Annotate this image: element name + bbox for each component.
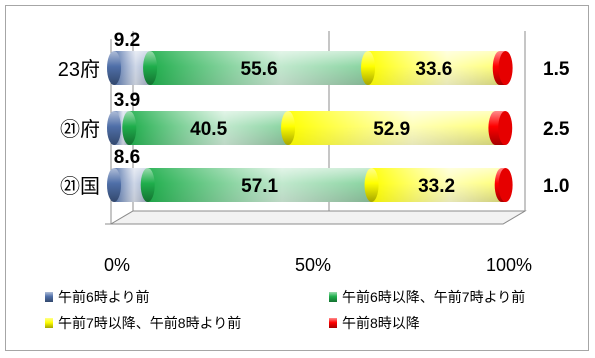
bar-segment-cap	[122, 111, 137, 145]
bar-segment-cap	[364, 168, 379, 202]
axes: 0% 50% 100%	[104, 31, 532, 275]
bar-segment-highlight	[150, 51, 369, 85]
category-label: 23府	[58, 58, 100, 81]
legend-label: 午前8時以降	[342, 315, 420, 331]
legend-label: 午前6時より前	[58, 289, 150, 305]
bar-segment-highlight	[368, 51, 500, 85]
bar-segment-cap	[281, 111, 296, 145]
bar-right-cap	[498, 111, 513, 145]
category-label: ㉑府	[60, 118, 100, 141]
bar-segment-highlight	[371, 168, 502, 202]
data-label: 33.2	[418, 176, 455, 197]
bar-segment-cap	[488, 111, 503, 145]
x-tick-label: 100%	[486, 255, 532, 275]
x-tick-label: 0%	[104, 255, 130, 275]
x-tick-label: 50%	[295, 255, 331, 275]
data-label: 1.0	[543, 176, 569, 197]
category-label: ㉑国	[60, 175, 100, 198]
bar-segment-highlight	[288, 111, 496, 145]
bar-segment-highlight	[129, 111, 289, 145]
legend-swatch	[45, 292, 53, 302]
bar-right-cap	[498, 168, 513, 202]
data-label: 52.9	[373, 119, 410, 140]
bar-segment-cap	[361, 51, 376, 85]
data-labels: ㉑国 8.6 57.1 33.2 1.0 ㉑府 3.9 40.5 52.9 2.5 23府 9.2 55…	[58, 30, 570, 198]
bar-segment-cap	[143, 51, 158, 85]
bar-left-cap	[107, 51, 121, 85]
data-label: 40.5	[190, 119, 227, 140]
data-label: 57.1	[241, 176, 278, 197]
floor	[109, 210, 527, 225]
data-label: 1.5	[543, 59, 570, 80]
data-label: 55.6	[241, 59, 278, 80]
bar-left-cap	[107, 168, 121, 202]
legend-swatch	[329, 318, 337, 328]
bars	[107, 51, 513, 202]
chart-svg: 0% 50% 100% ㉑国 8.6 57.1 33.2 1.0 ㉑府 3.9 40.5 52.9 2…	[45, 30, 570, 331]
bar-segment-highlight	[147, 168, 372, 202]
data-label: 2.5	[543, 119, 570, 140]
legend-label: 午前6時以降、午前7時より前	[342, 289, 525, 305]
bar-segment-cap	[140, 168, 155, 202]
data-label: 3.9	[114, 90, 140, 111]
bar-left-cap	[107, 111, 121, 145]
legend-swatch	[329, 292, 337, 302]
legend-swatch	[45, 318, 53, 328]
data-label: 33.6	[415, 59, 452, 80]
chart-frame: 0% 50% 100% ㉑国 8.6 57.1 33.2 1.0 ㉑府 3.9 40.5 52.9 2…	[5, 5, 589, 351]
data-label: 8.6	[114, 147, 140, 168]
legend-label: 午前7時以降、午前8時より前	[58, 315, 241, 331]
bar-right-cap	[498, 51, 513, 85]
data-label: 9.2	[114, 30, 140, 51]
